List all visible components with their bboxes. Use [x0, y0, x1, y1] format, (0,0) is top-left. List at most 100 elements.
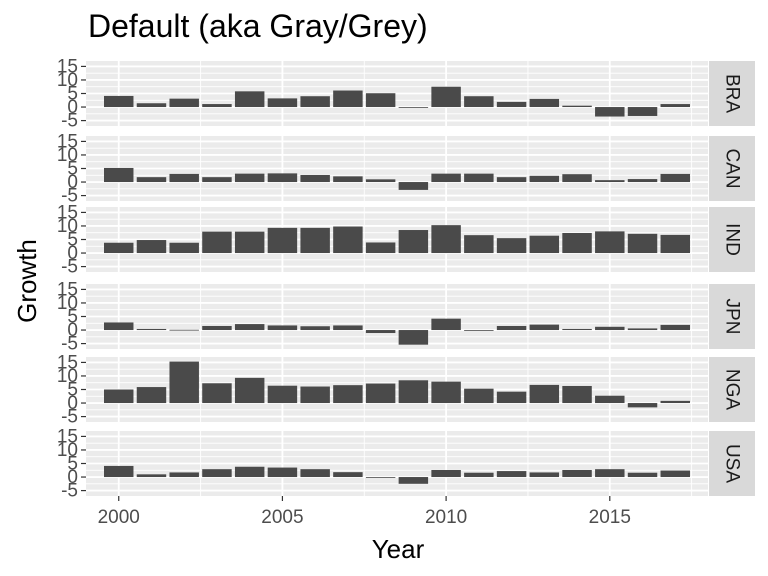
- bar-nga-2013: [529, 384, 560, 404]
- bar-usa-2017: [660, 470, 690, 478]
- y-tick-label: 15: [57, 202, 78, 223]
- bar-jpn-2001: [136, 328, 167, 331]
- bar-usa-2004: [234, 466, 265, 478]
- bar-ind-2005: [267, 227, 298, 254]
- bar-nga-2004: [234, 377, 265, 404]
- bar-can-2015: [595, 180, 625, 183]
- y-tick-label: 0: [67, 467, 78, 488]
- bar-nga-2011: [464, 388, 494, 404]
- bar-ind-2006: [300, 227, 330, 254]
- bar-ind-2015: [595, 231, 625, 254]
- bar-ind-2008: [365, 242, 396, 254]
- bar-usa-2008: [365, 477, 396, 478]
- bar-bra-2013: [529, 98, 560, 108]
- bar-bra-2003: [202, 104, 232, 108]
- y-tick-label: 10: [57, 440, 78, 461]
- bar-nga-2003: [202, 383, 232, 404]
- bar-usa-2003: [202, 469, 232, 478]
- bar-jpn-2014: [562, 328, 592, 331]
- bar-bra-2015: [595, 107, 625, 117]
- bar-can-2014: [562, 174, 592, 183]
- strip-background: [709, 136, 755, 201]
- strip-background: [709, 207, 755, 272]
- bar-jpn-2006: [300, 326, 330, 331]
- strip-background: [709, 431, 755, 496]
- y-tick-label: 10: [57, 70, 78, 91]
- x-tick-label: 2005: [261, 507, 303, 528]
- bar-ind-2013: [529, 235, 560, 254]
- y-tick-label: 0: [67, 172, 78, 193]
- y-tick-label: 5: [67, 380, 78, 401]
- bar-jpn-2013: [529, 324, 560, 331]
- bar-ind-2003: [202, 231, 232, 254]
- bar-usa-2013: [529, 472, 560, 478]
- y-tick-label: 0: [67, 320, 78, 341]
- strip-background: [709, 61, 755, 126]
- bar-bra-2005: [267, 98, 298, 108]
- bar-bra-2011: [464, 96, 494, 108]
- bar-can-2016: [627, 179, 658, 183]
- bar-usa-2001: [136, 474, 167, 478]
- y-axis-title: Growth: [12, 239, 42, 323]
- bar-can-2009: [398, 182, 429, 190]
- bar-jpn-2005: [267, 325, 298, 331]
- bar-ind-2010: [431, 225, 461, 254]
- strip-label-nga: NGA: [722, 369, 743, 411]
- y-tick-label: 15: [57, 426, 78, 447]
- bar-usa-2005: [267, 467, 298, 478]
- y-tick-label: 5: [67, 230, 78, 251]
- bar-nga-2010: [431, 381, 461, 404]
- bar-bra-2006: [300, 96, 330, 108]
- bar-ind-2012: [496, 238, 527, 254]
- y-tick-label: 5: [67, 454, 78, 475]
- bar-bra-2017: [660, 104, 690, 108]
- bar-jpn-2008: [365, 330, 396, 334]
- x-tick-label: 2015: [589, 507, 631, 528]
- bar-jpn-2007: [333, 325, 363, 331]
- bar-nga-2002: [169, 361, 199, 404]
- x-tick-label: 2000: [98, 507, 140, 528]
- bar-can-2017: [660, 173, 690, 183]
- bar-jpn-2000: [104, 322, 134, 331]
- bar-can-2013: [529, 175, 560, 183]
- bar-bra-2010: [431, 86, 461, 108]
- bar-ind-2002: [169, 242, 199, 254]
- bar-ind-2001: [136, 240, 167, 254]
- bar-ind-2004: [234, 231, 265, 254]
- bar-ind-2007: [333, 226, 363, 254]
- bar-jpn-2016: [627, 328, 658, 331]
- x-axis: 2000 2005 2010 2015: [98, 496, 631, 528]
- bar-bra-2009: [398, 107, 429, 108]
- facet-panels: -5051015BRA-5051015CAN-5051015IND-505101…: [57, 56, 755, 502]
- y-tick-label: 5: [67, 159, 78, 180]
- x-tick-label: 2010: [425, 507, 467, 528]
- chart-title: Default (aka Gray/Grey): [88, 8, 428, 44]
- bar-can-2005: [267, 173, 298, 183]
- bar-usa-2012: [496, 471, 527, 478]
- strip-label-jpn: JPN: [722, 299, 743, 335]
- bar-ind-2009: [398, 230, 429, 254]
- bar-can-2011: [464, 173, 494, 183]
- strip-label-ind: IND: [722, 223, 743, 256]
- bar-jpn-2015: [595, 326, 625, 331]
- bar-can-2006: [300, 175, 330, 183]
- y-tick-label: 10: [57, 366, 78, 387]
- y-tick-label: 0: [67, 97, 78, 118]
- bar-jpn-2003: [202, 325, 232, 331]
- y-tick-label: 5: [67, 307, 78, 328]
- bar-nga-2017: [660, 400, 690, 404]
- bar-usa-2015: [595, 469, 625, 478]
- bar-usa-2014: [562, 470, 592, 478]
- bar-usa-2006: [300, 469, 330, 478]
- bar-nga-2016: [627, 403, 658, 408]
- bar-jpn-2010: [431, 318, 461, 331]
- bar-nga-2014: [562, 385, 592, 404]
- bar-nga-2009: [398, 380, 429, 404]
- y-tick-label: 10: [57, 145, 78, 166]
- y-tick-label: 15: [57, 352, 78, 373]
- bar-nga-2008: [365, 383, 396, 404]
